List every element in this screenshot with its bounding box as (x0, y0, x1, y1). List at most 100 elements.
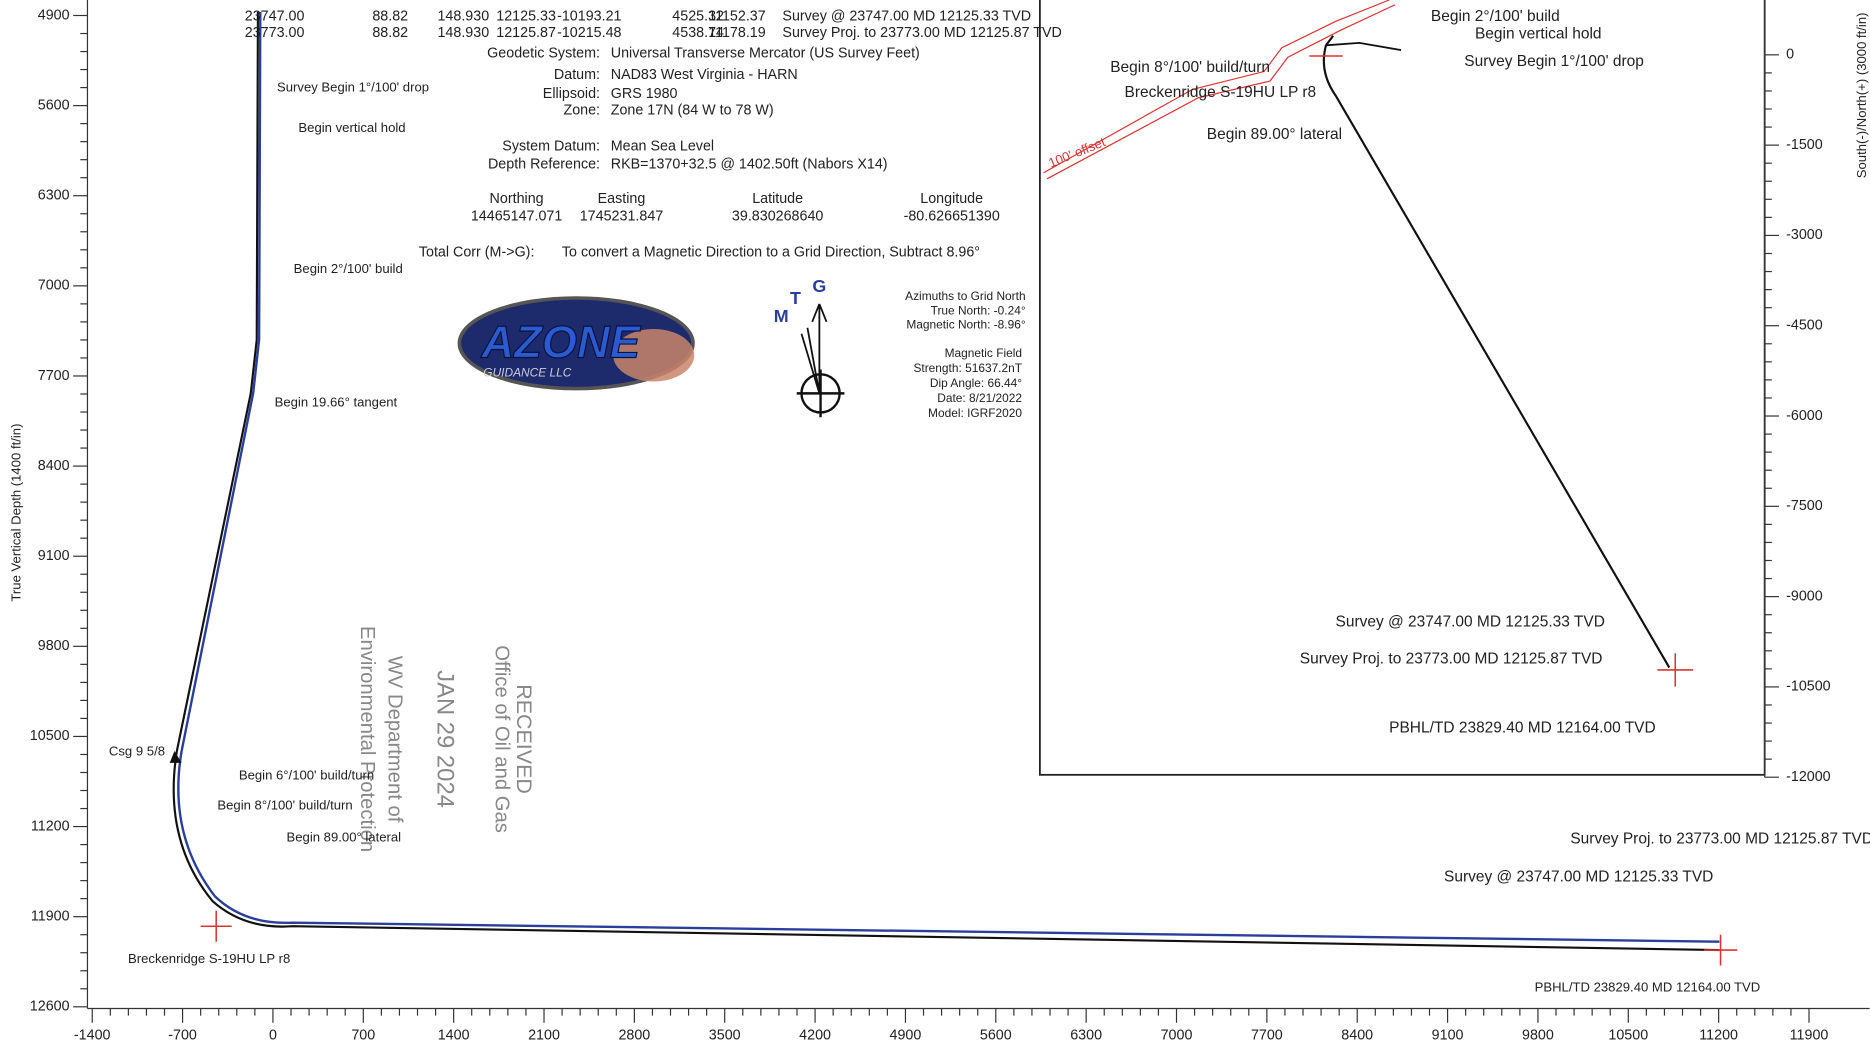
right-axis-label: South(-)/North(+) (3000 ft/in) (1854, 12, 1869, 178)
x-tick-label: 10500 (1608, 1028, 1648, 1044)
section-annotation: Begin 2°/100' build (294, 261, 403, 276)
x-tick-label: 8400 (1341, 1028, 1373, 1044)
survey-cell: 88.82 (372, 8, 408, 24)
plan-annotation: Survey Begin 1°/100' drop (1464, 53, 1644, 70)
location-value: 39.830268640 (732, 209, 823, 225)
survey-cell: 12125.87 (496, 25, 556, 41)
section-annotation: Begin vertical hold (298, 120, 405, 135)
magnetic-note: Model: IGRF2020 (928, 406, 1022, 420)
survey-cell: 12125.33 (496, 8, 556, 24)
x-tick-label: 6300 (1070, 1028, 1102, 1044)
north-arrow (800, 303, 828, 394)
survey-cell: 88.82 (372, 25, 408, 41)
right-tick-label: -3000 (1786, 227, 1823, 243)
geodetic-value: Universal Transverse Mercator (US Survey… (611, 45, 920, 61)
section-annotation: PBHL/TD 23829.40 MD 12164.00 TVD (1535, 980, 1761, 995)
td-marker (1703, 934, 1738, 966)
x-tick-label: 0 (269, 1028, 277, 1044)
casing-symbol (169, 750, 182, 763)
y-tick-label: 7000 (38, 278, 70, 294)
plan-annotation: Begin vertical hold (1475, 26, 1602, 43)
plan-annotation: Breckenridge S-19HU LP r8 (1125, 84, 1317, 101)
logo-hand (613, 329, 695, 382)
section-annotation: Survey @ 23747.00 MD 12125.33 TVD (1444, 868, 1713, 885)
section-annotation: Begin 8°/100' build/turn (217, 797, 352, 812)
survey-cell: 23773.00 (245, 25, 305, 41)
survey-cell: Survey @ 23747.00 MD 12125.33 TVD (782, 8, 1031, 24)
stamp-text: Office of Oil and Gas (491, 645, 513, 833)
geodetic-value: GRS 1980 (611, 86, 678, 102)
survey-cell: 11152.37 (708, 8, 766, 24)
section-annotation: Survey Begin 1°/100' drop (277, 80, 429, 95)
y-tick-label: 5600 (38, 97, 70, 113)
plan-markers (1309, 55, 1694, 687)
survey-cell: 4525.32 (672, 8, 724, 24)
geodetic-value: Zone 17N (84 W to 78 W) (611, 103, 774, 119)
x-tick-label: 4200 (799, 1028, 831, 1044)
geodetic-value: NAD83 West Virginia - HARN (611, 67, 798, 83)
north-arrow-cross (796, 369, 845, 418)
y-axis-label: True Vertical Depth (1400 ft/in) (9, 424, 24, 602)
plan-annotation: PBHL/TD 23829.40 MD 12164.00 TVD (1389, 719, 1656, 736)
y-tick-label: 9100 (38, 548, 70, 564)
plan-annotation: Begin 8°/100' build/turn (1110, 59, 1270, 76)
section-annotation: Begin 19.66° tangent (275, 394, 398, 409)
right-tick-label: -12000 (1786, 769, 1831, 785)
offset-line (1043, 0, 1390, 174)
x-tick-label: 3500 (709, 1028, 741, 1044)
location-value: 14465147.071 (471, 209, 562, 225)
geodetic-label: Zone: (563, 103, 600, 119)
geodetic-value: RKB=1370+32.5 @ 1402.50ft (Nabors X14) (611, 156, 888, 172)
x-tick-label: 7700 (1251, 1028, 1283, 1044)
survey-cell: -10215.48 (557, 25, 621, 41)
logo-subtext: GUIDANCE LLC (483, 365, 571, 379)
location-header: Northing (490, 191, 544, 207)
x-tick-label: -1400 (74, 1028, 111, 1044)
magnetic-note: Magnetic Field (945, 346, 1022, 360)
y-tick-label: 6300 (38, 188, 70, 204)
survey-cell: 11178.19 (708, 25, 766, 41)
location-header: Easting (598, 191, 646, 207)
x-tick-label: 7000 (1161, 1028, 1193, 1044)
geodetic-label: Datum: (554, 67, 600, 83)
y-tick-label: 4900 (38, 7, 70, 23)
survey-cell: -10193.21 (557, 8, 621, 24)
x-tick-label: 9100 (1432, 1028, 1464, 1044)
plan-annotation: Survey @ 23747.00 MD 12125.33 TVD (1336, 613, 1605, 630)
location-value: -80.626651390 (904, 209, 1000, 225)
right-tick-label: -10500 (1786, 679, 1831, 695)
x-tick-label: 4900 (890, 1028, 922, 1044)
plan-annotation: Begin 2°/100' build (1431, 8, 1560, 25)
stamp-text: JAN 29 2024 (432, 670, 459, 808)
stamp-text: WV Department of (383, 656, 405, 823)
logo-text: AZONE (480, 317, 641, 368)
geodetic-label: System Datum: (502, 138, 600, 154)
survey-cell: 148.930 (437, 8, 489, 24)
y-tick-label: 11200 (31, 818, 70, 834)
x-tick-label: 2100 (528, 1028, 560, 1044)
landing-point-marker (200, 910, 232, 942)
geodetic-label: Geodetic System: (487, 45, 600, 61)
magnetic-note: Date: 8/21/2022 (937, 391, 1022, 405)
azimuth-note: True North: -0.24° (931, 303, 1026, 317)
x-tick-label: 2800 (618, 1028, 650, 1044)
geodetic-value: Mean Sea Level (611, 138, 714, 154)
north-arrow-letter: G (812, 276, 826, 296)
x-tick-label: -700 (168, 1028, 197, 1044)
x-tick-label: 9800 (1522, 1028, 1554, 1044)
section-annotation: Begin 6°/100' build/turn (239, 767, 374, 782)
total-corr-text: To convert a Magnetic Direction to a Gri… (562, 244, 980, 260)
location-header: Latitude (752, 191, 803, 207)
y-tick-label: 11900 (31, 908, 70, 924)
right-tick-label: -7500 (1786, 498, 1823, 514)
wellpath-plan (177, 11, 1720, 943)
offset-line (1046, 4, 1396, 180)
location-header: Longitude (920, 191, 983, 207)
location-value: 1745231.847 (580, 209, 664, 225)
stamp-text: RECEIVED (512, 684, 536, 794)
plan-wellpath-start (1325, 42, 1402, 51)
wellpath-actual (172, 11, 1720, 952)
magnetic-note: Dip Angle: 66.44° (930, 376, 1022, 390)
x-tick-label: 5600 (980, 1028, 1012, 1044)
